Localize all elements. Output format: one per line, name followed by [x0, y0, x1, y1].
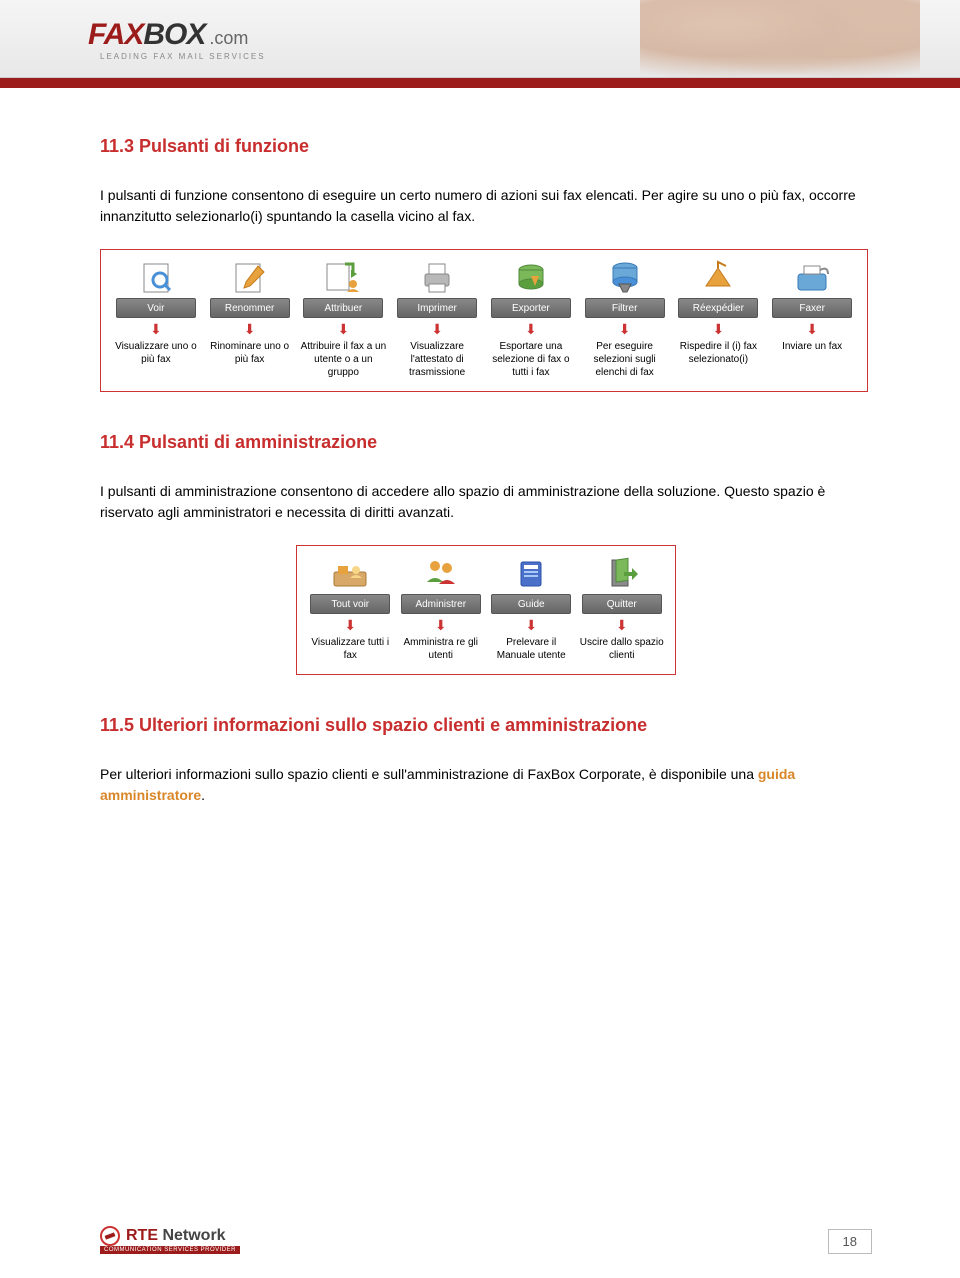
fax-icon	[788, 258, 836, 296]
func-col-5: Filtrer ⬇ Per eseguire selezioni sugli ele…	[578, 258, 672, 379]
admin-col-1: Administrer ⬇ Amministra re gli utenti	[396, 554, 487, 662]
func-col-6: Réexpédier ⬇ Rispedire il (i) fax selezion…	[672, 258, 766, 379]
arrow-down-icon: ⬇	[150, 322, 162, 336]
section-11-3-title: 11.3 Pulsanti di funzione	[100, 136, 872, 157]
func-col-3: Imprimer ⬇ Visualizzare l'attestato di tra…	[390, 258, 484, 379]
section-11-4-body: I pulsanti di amministrazione consentono…	[100, 481, 872, 523]
admin-button-2[interactable]: Guide	[491, 594, 571, 614]
footer-network: Network	[158, 1227, 226, 1244]
func-col-4: Exporter ⬇ Esportare una selezione di fax …	[484, 258, 578, 379]
arrow-down-icon: ⬇	[616, 618, 628, 632]
func-button-6[interactable]: Réexpédier	[678, 298, 758, 318]
arrow-down-icon: ⬇	[713, 322, 725, 336]
arrow-down-icon: ⬇	[525, 618, 537, 632]
section-11-5-text-post: .	[201, 787, 205, 803]
export-icon	[507, 258, 555, 296]
arrow-down-icon: ⬇	[338, 322, 350, 336]
header-separator	[0, 78, 960, 88]
admin-button-0[interactable]: Tout voir	[310, 594, 390, 614]
page-footer: RTE Network COMMUNICATION SERVICES PROVI…	[0, 1226, 960, 1254]
page-content: 11.3 Pulsanti di funzione I pulsanti di …	[0, 88, 960, 806]
footer-logo-block: RTE Network COMMUNICATION SERVICES PROVI…	[100, 1226, 240, 1254]
func-col-2: Attribuer ⬇ Attribuire il fax a un utente …	[297, 258, 391, 379]
func-button-2[interactable]: Attribuer	[303, 298, 383, 318]
section-11-3-body: I pulsanti di funzione consentono di ese…	[100, 185, 872, 227]
filter-icon	[601, 258, 649, 296]
admin-buttons-diagram: Tout voir⬇Visualizzare tutti i faxAdmini…	[296, 545, 676, 675]
admin-desc-1: Amministra re gli utenti	[398, 636, 485, 662]
admin-desc-3: Uscire dallo spazio clienti	[579, 636, 666, 662]
func-desc-7: Inviare un fax	[782, 340, 842, 353]
section-11-5-text-pre: Per ulteriori informazioni sullo spazio …	[100, 766, 758, 782]
func-desc-6: Rispedire il (i) fax selezionato(i)	[674, 340, 764, 366]
func-button-1[interactable]: Renommer	[210, 298, 290, 318]
func-button-0[interactable]: Voir	[116, 298, 196, 318]
func-button-7[interactable]: Faxer	[772, 298, 852, 318]
func-button-4[interactable]: Exporter	[491, 298, 571, 318]
function-buttons-diagram: Voir ⬇ Visualizzare uno o più fax Renommer ⬇…	[100, 249, 868, 392]
admin-col-2: Guide ⬇ Prelevare il Manuale utente	[486, 554, 577, 662]
arrow-down-icon: ⬇	[431, 322, 443, 336]
rte-logo: RTE Network	[100, 1226, 240, 1246]
rename-icon	[226, 258, 274, 296]
admin-button-3[interactable]: Quitter	[582, 594, 662, 614]
func-desc-2: Attribuire il fax a un utente o a un gru…	[299, 340, 389, 379]
func-desc-1: Rinominare uno o più fax	[205, 340, 295, 366]
rte-logo-text: RTE Network	[126, 1227, 226, 1245]
page-header: FAX BOX .com LEADING FAX MAIL SERVICES	[0, 0, 960, 78]
quit-icon	[598, 554, 646, 592]
func-button-5[interactable]: Filtrer	[585, 298, 665, 318]
resend-icon	[694, 258, 742, 296]
arrow-down-icon: ⬇	[244, 322, 256, 336]
page-number: 18	[828, 1229, 872, 1254]
logo-box: BOX	[143, 18, 205, 52]
func-desc-3: Visualizzare l'attestato di trasmissione	[392, 340, 482, 379]
func-desc-0: Visualizzare uno o più fax	[111, 340, 201, 366]
logo-fax: FAX	[88, 18, 143, 52]
func-col-0: Voir ⬇ Visualizzare uno o più fax	[109, 258, 203, 379]
guide-icon	[507, 554, 555, 592]
view-icon	[132, 258, 180, 296]
faxbox-logo: FAX BOX .com	[88, 18, 248, 52]
func-desc-5: Per eseguire selezioni sugli elenchi di …	[580, 340, 670, 379]
arrow-down-icon: ⬇	[806, 322, 818, 336]
section-11-4-title: 11.4 Pulsanti di amministrazione	[100, 432, 872, 453]
func-col-1: Renommer ⬇ Rinominare uno o più fax	[203, 258, 297, 379]
admin-desc-2: Prelevare il Manuale utente	[488, 636, 575, 662]
arrow-down-icon: ⬇	[435, 618, 447, 632]
admin-button-1[interactable]: Administrer	[401, 594, 481, 614]
func-col-7: Faxer ⬇ Inviare un fax	[765, 258, 859, 379]
viewall-icon	[326, 554, 374, 592]
footer-rte: RTE	[126, 1227, 158, 1244]
func-button-3[interactable]: Imprimer	[397, 298, 477, 318]
assign-icon	[319, 258, 367, 296]
logo-tagline: LEADING FAX MAIL SERVICES	[100, 52, 266, 61]
arrow-down-icon: ⬇	[525, 322, 537, 336]
admin-col-3: Quitter ⬇ Uscire dallo spazio clienti	[577, 554, 668, 662]
footer-tagline: COMMUNICATION SERVICES PROVIDER	[100, 1246, 240, 1254]
rte-logo-icon	[100, 1226, 120, 1246]
admin-col-0: Tout voir ⬇ Visualizzare tutti i fax	[305, 554, 396, 662]
section-11-5-body: Per ulteriori informazioni sullo spazio …	[100, 764, 872, 806]
func-desc-4: Esportare una selezione di fax o tutti i…	[486, 340, 576, 379]
section-11-5-title: 11.5 Ulteriori informazioni sullo spazio…	[100, 715, 872, 736]
arrow-down-icon: ⬇	[619, 322, 631, 336]
admin-desc-0: Visualizzare tutti i fax	[307, 636, 394, 662]
logo-com: .com	[209, 28, 248, 49]
header-face-graphic	[640, 0, 920, 78]
admin-icon	[417, 554, 465, 592]
print-icon	[413, 258, 461, 296]
arrow-down-icon: ⬇	[344, 618, 356, 632]
